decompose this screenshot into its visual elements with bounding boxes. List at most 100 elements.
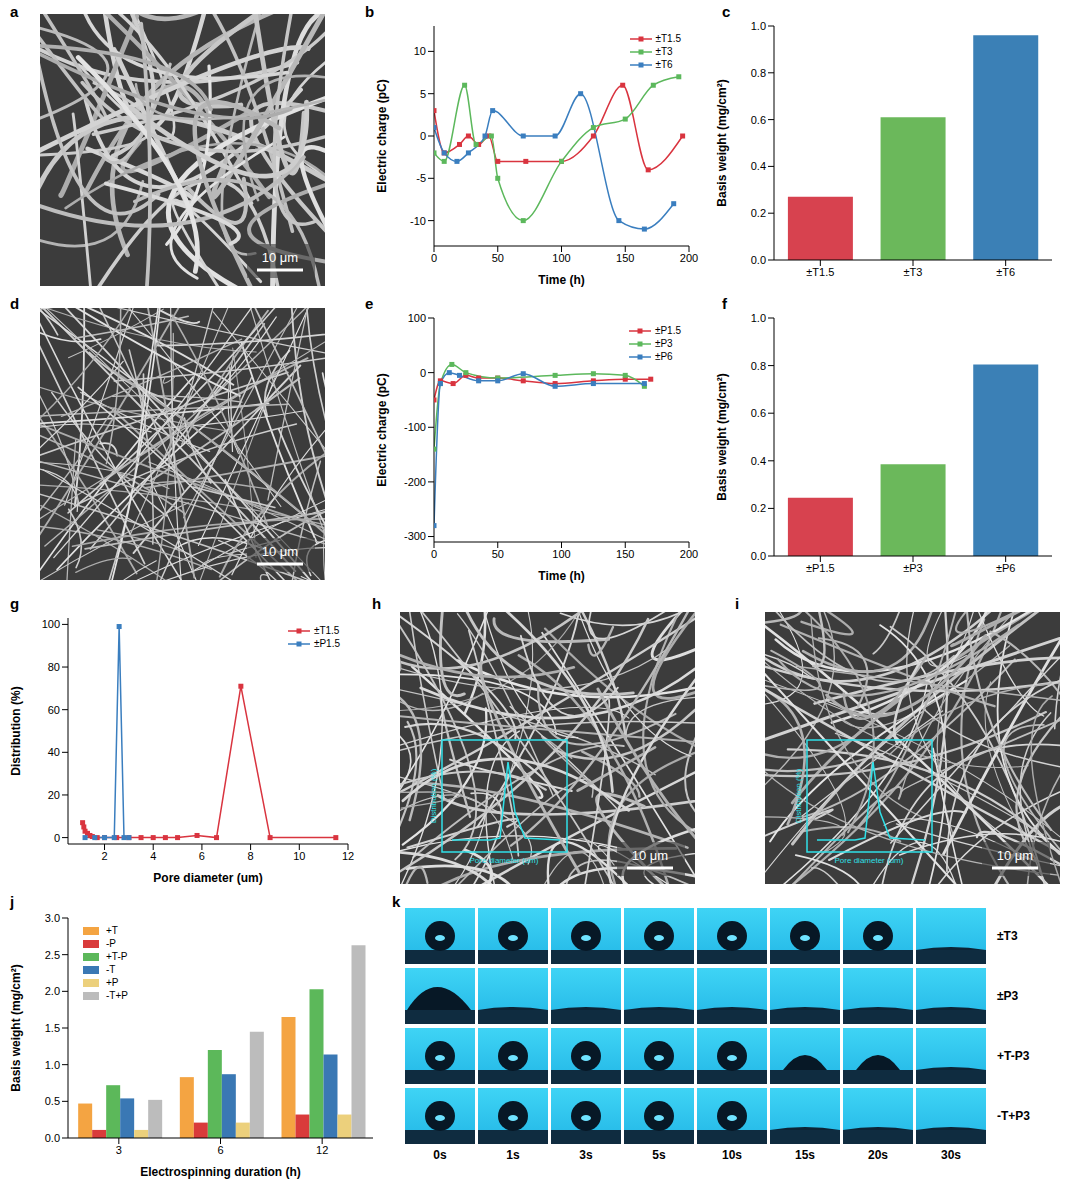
svg-text:10: 10	[414, 45, 426, 57]
svg-text:0: 0	[54, 832, 60, 844]
html-text:0s: 0s	[433, 1148, 447, 1162]
svg-text:Electrospinning duration (h): Electrospinning duration (h)	[140, 1165, 301, 1179]
svg-text:-5: -5	[416, 172, 426, 184]
svg-text:Time (h): Time (h)	[538, 569, 584, 583]
svg-text:100: 100	[408, 312, 426, 324]
svg-text:80: 80	[48, 661, 60, 673]
svg-text:±T1.5: ±T1.5	[806, 266, 834, 278]
html-text:±T3: ±T3	[997, 929, 1018, 943]
svg-text:0.0: 0.0	[751, 550, 766, 562]
svg-text:0.0: 0.0	[751, 254, 766, 266]
html-text:1s: 1s	[506, 1148, 520, 1162]
svg-text:Basis weight (mg/cm²): Basis weight (mg/cm²)	[715, 79, 729, 206]
html-text:±P1.5: ±P1.5	[313, 638, 340, 649]
svg-text:Electric charge (pC): Electric charge (pC)	[375, 373, 389, 486]
html-text:10s: 10s	[722, 1148, 742, 1162]
svg-text:-100: -100	[404, 421, 426, 433]
html-text:±T1.5: ±T1.5	[313, 625, 340, 636]
svg-text:2: 2	[101, 850, 107, 862]
svg-text:100: 100	[42, 618, 60, 630]
svg-text:Distribution (%): Distribution (%)	[429, 768, 438, 823]
html-text:±T1.5: ±T1.5	[655, 33, 681, 44]
svg-text:150: 150	[616, 252, 634, 264]
html-text:±P1.5: ±P1.5	[654, 325, 681, 336]
html-text:±P6: ±P6	[654, 351, 673, 362]
svg-text:0.2: 0.2	[751, 502, 766, 514]
svg-text:10 μm: 10 μm	[262, 250, 298, 265]
svg-text:40: 40	[48, 746, 60, 758]
html-text:20s: 20s	[868, 1148, 888, 1162]
svg-text:Time (h): Time (h)	[538, 273, 584, 287]
svg-text:8: 8	[248, 850, 254, 862]
svg-text:Basis weight (mg/cm²): Basis weight (mg/cm²)	[9, 964, 23, 1091]
svg-text:1.0: 1.0	[45, 1059, 60, 1071]
svg-text:Pore diameter (um): Pore diameter (um)	[153, 871, 262, 885]
svg-text:2.0: 2.0	[45, 985, 60, 997]
svg-text:0.4: 0.4	[751, 160, 766, 172]
svg-text:5: 5	[420, 88, 426, 100]
html-text:5s: 5s	[652, 1148, 666, 1162]
svg-text:10 μm: 10 μm	[262, 544, 298, 559]
html-text:+T-P3: +T-P3	[997, 1049, 1030, 1063]
svg-text:Basis weight (mg/cm²): Basis weight (mg/cm²)	[715, 373, 729, 500]
svg-text:20: 20	[48, 789, 60, 801]
svg-text:50: 50	[492, 548, 504, 560]
html-text:±T3: ±T3	[655, 46, 673, 57]
svg-text:60: 60	[48, 704, 60, 716]
svg-text:6: 6	[217, 1144, 223, 1156]
svg-text:Distribution (%): Distribution (%)	[9, 686, 23, 775]
svg-text:4: 4	[150, 850, 156, 862]
svg-text:±T6: ±T6	[996, 266, 1015, 278]
svg-text:-200: -200	[404, 476, 426, 488]
svg-text:1.0: 1.0	[751, 20, 766, 32]
svg-text:0: 0	[420, 367, 426, 379]
html-text:30s: 30s	[941, 1148, 961, 1162]
svg-text:0: 0	[431, 252, 437, 264]
svg-text:±P3: ±P3	[903, 562, 923, 574]
svg-text:3: 3	[116, 1144, 122, 1156]
html-text:3s: 3s	[579, 1148, 593, 1162]
html-text:-T+P3: -T+P3	[997, 1109, 1030, 1123]
svg-text:0.6: 0.6	[751, 407, 766, 419]
svg-text:±P6: ±P6	[996, 562, 1016, 574]
svg-text:±P1.5: ±P1.5	[806, 562, 835, 574]
svg-text:Pore diameter (um): Pore diameter (um)	[470, 856, 539, 865]
svg-text:12: 12	[316, 1144, 328, 1156]
svg-text:-300: -300	[404, 530, 426, 542]
svg-text:±T3: ±T3	[904, 266, 923, 278]
html-text:±T6: ±T6	[655, 59, 673, 70]
svg-text:10: 10	[293, 850, 305, 862]
svg-text:12: 12	[342, 850, 354, 862]
html-text:±P3: ±P3	[997, 989, 1019, 1003]
svg-text:3.0: 3.0	[45, 912, 60, 924]
svg-text:200: 200	[680, 252, 698, 264]
svg-text:Distribution (%): Distribution (%)	[794, 768, 803, 823]
svg-text:-10: -10	[410, 215, 426, 227]
svg-text:0.8: 0.8	[751, 67, 766, 79]
svg-text:0.2: 0.2	[751, 207, 766, 219]
svg-text:50: 50	[492, 252, 504, 264]
svg-text:0: 0	[420, 130, 426, 142]
html-text:+T-P: +T-P	[106, 951, 128, 962]
svg-text:0: 0	[431, 548, 437, 560]
svg-text:100: 100	[552, 252, 570, 264]
svg-text:0.5: 0.5	[45, 1095, 60, 1107]
svg-text:10 μm: 10 μm	[632, 848, 668, 863]
svg-text:0.6: 0.6	[751, 114, 766, 126]
html-text:15s: 15s	[795, 1148, 815, 1162]
svg-text:0.8: 0.8	[751, 360, 766, 372]
svg-text:0.4: 0.4	[751, 455, 766, 467]
svg-text:150: 150	[616, 548, 634, 560]
html-text:±P3: ±P3	[654, 338, 673, 349]
svg-text:0.0: 0.0	[45, 1132, 60, 1144]
html-text:+T: +T	[106, 925, 118, 936]
svg-text:Pore diameter (um): Pore diameter (um)	[835, 856, 904, 865]
svg-text:1.5: 1.5	[45, 1022, 60, 1034]
svg-text:200: 200	[680, 548, 698, 560]
svg-text:Electric charge (pC): Electric charge (pC)	[375, 79, 389, 192]
svg-text:6: 6	[199, 850, 205, 862]
svg-text:1.0: 1.0	[751, 312, 766, 324]
svg-text:2.5: 2.5	[45, 949, 60, 961]
svg-text:100: 100	[552, 548, 570, 560]
svg-text:10 μm: 10 μm	[997, 848, 1033, 863]
